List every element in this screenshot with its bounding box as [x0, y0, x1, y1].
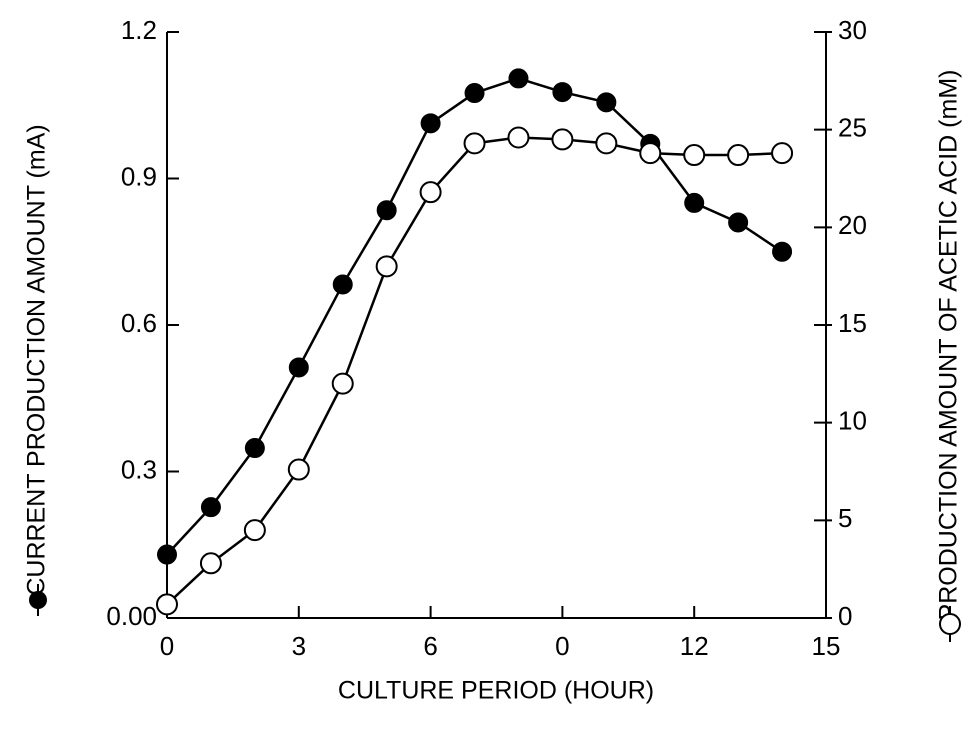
point [419, 181, 442, 204]
x-tick-label: 3 [292, 631, 306, 661]
point [728, 212, 749, 233]
y2-tick-label: 10 [838, 406, 867, 436]
point [772, 241, 793, 262]
legend-filled-marker [29, 591, 47, 609]
point [243, 519, 266, 542]
x-axis-label: CULTURE PERIOD (HOUR) [338, 677, 654, 705]
point [375, 255, 398, 278]
point [156, 593, 178, 616]
point [332, 274, 353, 295]
point [552, 82, 573, 103]
point [684, 192, 705, 213]
point [595, 132, 618, 155]
x-tick-label: 0 [160, 631, 174, 661]
point [508, 68, 529, 89]
y-tick-label: 0.9 [121, 161, 157, 191]
y2-tick-label: 0 [838, 601, 852, 631]
point [596, 92, 617, 113]
x-tick-label: 15 [812, 631, 841, 661]
legend-open-marker [939, 613, 961, 635]
point [200, 497, 221, 518]
point [463, 132, 486, 155]
y2-axis-label: PRODUCTION AMOUNT OF ACETIC ACID (mM) [935, 70, 963, 621]
y-tick-label: 1.2 [121, 15, 157, 45]
point [507, 126, 530, 149]
point [157, 544, 177, 565]
y2-tick-label: 5 [838, 503, 852, 533]
point [244, 438, 265, 459]
point [376, 200, 397, 221]
y-tick-label: 0.00 [106, 601, 157, 631]
y2-tick-label: 25 [838, 113, 867, 143]
point [287, 458, 310, 481]
point [464, 83, 485, 104]
y2-tick-label: 15 [838, 308, 867, 338]
point [771, 142, 794, 165]
y-tick-label: 0.6 [121, 308, 157, 338]
x-tick-label: 6 [423, 631, 437, 661]
y-axis-label: CURRENT PRODUCTION AMOUNT (mA) [23, 124, 51, 595]
y2-tick-label: 30 [838, 15, 867, 45]
point [639, 142, 662, 165]
point [199, 552, 222, 575]
x-tick-label: 0 [555, 631, 569, 661]
point [288, 357, 309, 378]
point [420, 113, 441, 134]
x-tick-label: 12 [680, 631, 709, 661]
point [551, 128, 574, 151]
point [331, 372, 354, 395]
point [727, 144, 750, 167]
y2-tick-label: 20 [838, 210, 867, 240]
y-tick-label: 0.3 [121, 454, 157, 484]
point [683, 144, 706, 167]
